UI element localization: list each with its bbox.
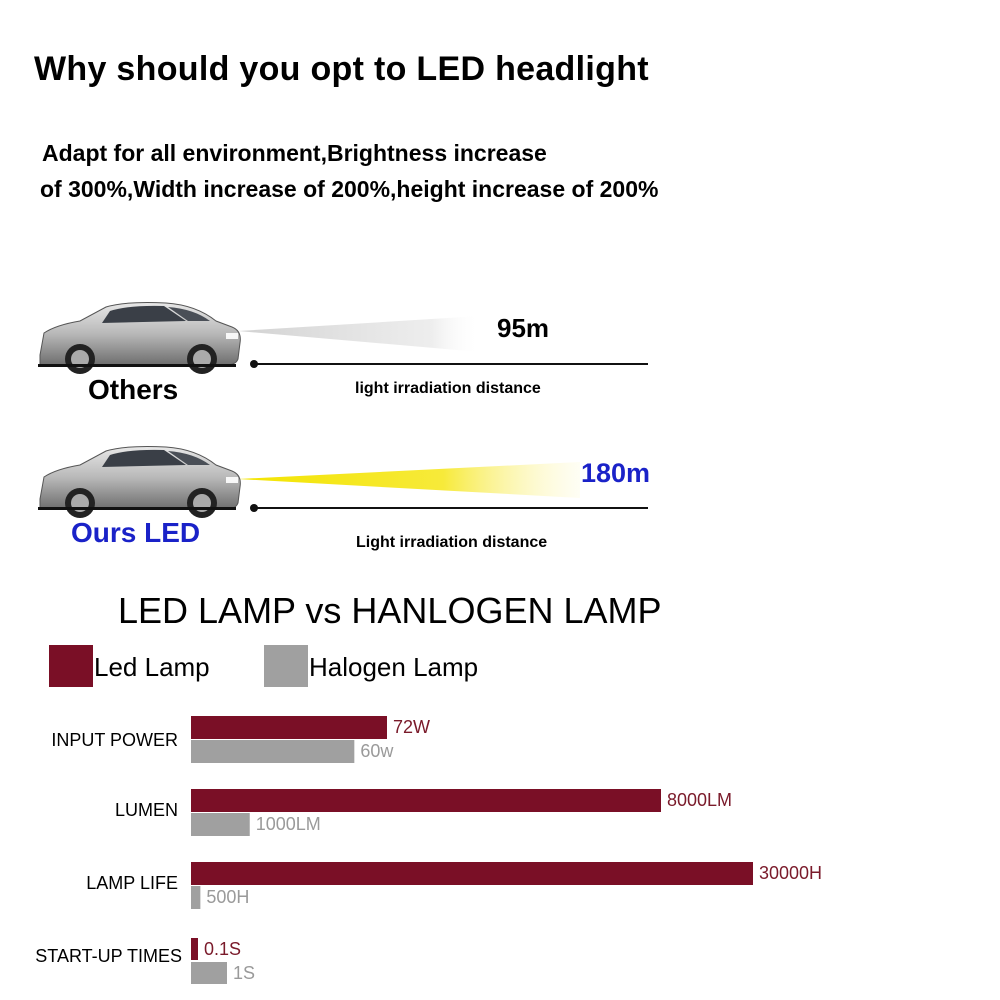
bar-halogen-lamp-input-power [191, 740, 355, 763]
value-label-led-lamp-input-power: 72W [393, 717, 431, 737]
caption-ours: Light irradiation distance [356, 534, 548, 551]
legend-label-halogen: Halogen Lamp [309, 652, 479, 682]
bar-led-lamp-input-power [191, 716, 387, 739]
category-label-lamp-life: LAMP LIFE [86, 873, 178, 893]
beam-others [238, 316, 480, 352]
ground-line-ours [38, 507, 236, 510]
legend-swatch-led [49, 645, 93, 687]
value-label-led-lamp-start-up-times: 0.1S [204, 939, 242, 959]
value-label-halogen-lamp-lumen: 1000LM [255, 814, 321, 834]
subtitle-line-2: of 300%,Width increase of 200%,height in… [40, 176, 659, 202]
value-label-led-lamp-lumen: 8000LM [667, 790, 733, 810]
caption-others: light irradiation distance [355, 380, 541, 397]
chart-title: LED LAMP vs HANLOGEN LAMP [118, 590, 662, 631]
car-others-icon [39, 302, 241, 375]
bar-chart [191, 716, 753, 984]
page-title: Why should you opt to LED headlight [34, 50, 649, 88]
legend-swatch-halogen [264, 645, 308, 687]
bar-halogen-lamp-start-up-times [191, 962, 227, 984]
category-label-input-power: INPUT POWER [51, 730, 178, 750]
distance-others: 95m [497, 313, 550, 343]
ground-line-others [38, 364, 236, 367]
value-label-halogen-lamp-lamp-life: 500H [206, 887, 250, 907]
value-label-halogen-lamp-start-up-times: 1S [233, 963, 256, 983]
legend-label-led: Led Lamp [94, 652, 210, 682]
value-label-led-lamp-lamp-life: 30000H [759, 863, 823, 883]
value-label-halogen-lamp-input-power: 60w [360, 741, 394, 761]
beam-ours [238, 462, 580, 498]
subtitle-line-1: Adapt for all environment,Brightness inc… [42, 140, 547, 166]
label-ours: Ours LED [71, 517, 201, 548]
bar-led-lamp-lumen [191, 789, 661, 812]
category-label-start-up-times: START-UP TIMES [35, 946, 182, 966]
label-others: Others [88, 374, 179, 405]
bar-halogen-lamp-lumen [191, 813, 250, 836]
category-label-lumen: LUMEN [114, 800, 178, 820]
distance-ours: 180m [581, 458, 651, 488]
bar-halogen-lamp-lamp-life [191, 886, 201, 909]
bar-led-lamp-start-up-times [191, 938, 198, 960]
bar-led-lamp-lamp-life [191, 862, 753, 885]
